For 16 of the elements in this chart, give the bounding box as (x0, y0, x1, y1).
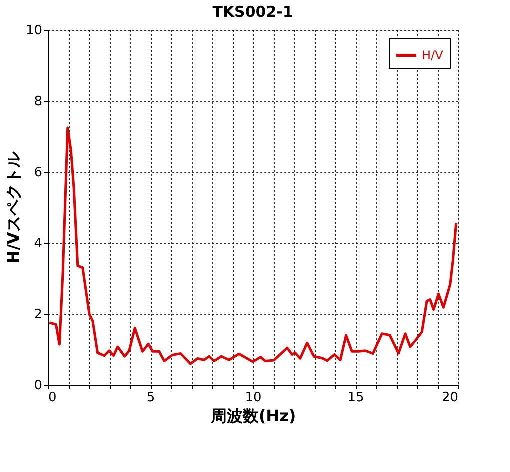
y-tick-label: 6 (34, 166, 42, 180)
y-axis-title: H/Vスペクトル (4, 151, 23, 264)
x-tick-label: 15 (348, 390, 364, 406)
legend-label: H/V (422, 48, 444, 62)
y-tick-label: 4 (34, 236, 42, 252)
x-tick-label: 20 (442, 390, 458, 406)
y-tick-label: 0 (34, 378, 42, 394)
x-tick-label: 10 (245, 390, 262, 406)
chart-title: TKS002-1 (212, 3, 294, 21)
line-series (48, 126, 458, 366)
y-tick-label: 8 (34, 94, 42, 110)
y-tick-label: 10 (26, 24, 42, 38)
y-tick-label: 2 (34, 308, 42, 322)
x-tick-label: 0 (48, 390, 57, 406)
x-tick-label: 5 (146, 390, 156, 406)
x-axis-title: 周波数(Hz) (210, 406, 296, 426)
